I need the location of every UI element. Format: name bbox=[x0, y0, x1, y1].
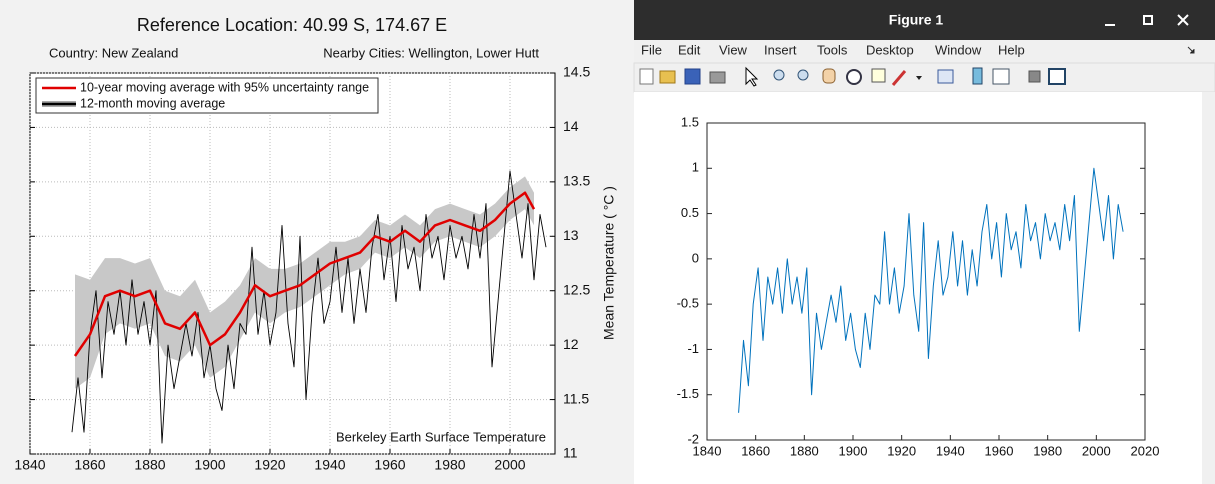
x-tick-label: 2000 bbox=[494, 457, 525, 473]
x-tick-label: 1860 bbox=[74, 457, 105, 473]
menu-item[interactable]: Window bbox=[935, 42, 982, 57]
x-tick-label: 1920 bbox=[887, 443, 916, 458]
maximize-button[interactable] bbox=[1143, 15, 1153, 25]
y-axis-label: Mean Temperature ( °C ) bbox=[601, 186, 617, 340]
subtitle: Country: New Zealand bbox=[49, 45, 178, 60]
zoom-in-icon[interactable] bbox=[773, 69, 785, 81]
y-tick-label: 12.5 bbox=[563, 281, 590, 297]
y-tick-label: 14 bbox=[563, 118, 579, 134]
undock-icon[interactable] bbox=[1187, 46, 1195, 54]
menu-item[interactable]: View bbox=[719, 42, 748, 57]
x-tick-label: 1900 bbox=[839, 443, 868, 458]
rotate-icon[interactable] bbox=[846, 69, 862, 85]
x-tick-label: 2020 bbox=[1131, 443, 1160, 458]
x-tick-label: 1880 bbox=[134, 457, 165, 473]
y-tick-label: 11.5 bbox=[563, 390, 589, 406]
colorbar-icon[interactable] bbox=[972, 67, 983, 85]
y-tick-label: 0.5 bbox=[681, 205, 699, 220]
legend-box bbox=[35, 77, 379, 114]
series-line bbox=[73, 191, 536, 357]
annotation: Berkeley Earth Surface Temperature bbox=[336, 429, 546, 444]
menu-item[interactable]: Help bbox=[998, 42, 1025, 57]
y-tick-label: 13.5 bbox=[563, 173, 590, 189]
show-tools-icon[interactable] bbox=[1048, 68, 1066, 85]
y-tick-label: 12 bbox=[563, 336, 579, 352]
y-tick-label: -2 bbox=[687, 431, 699, 446]
menu-item[interactable]: Edit bbox=[678, 42, 701, 57]
save-icon[interactable] bbox=[684, 68, 701, 85]
y-tick-label: -1 bbox=[687, 341, 699, 356]
window-edge bbox=[1202, 92, 1215, 484]
chart-title: Reference Location: 40.99 S, 174.67 E bbox=[137, 15, 447, 35]
menu-item[interactable]: File bbox=[641, 42, 662, 57]
window-title: Figure 1 bbox=[889, 12, 944, 28]
x-tick-label: 1880 bbox=[790, 443, 819, 458]
x-tick-label: 1960 bbox=[985, 443, 1014, 458]
legend-label: 12-month moving average bbox=[80, 96, 225, 110]
y-tick-label: 14.5 bbox=[563, 64, 590, 80]
menu-item[interactable]: Desktop bbox=[866, 42, 914, 57]
y-tick-label: -1.5 bbox=[677, 386, 699, 401]
y-tick-label: 11 bbox=[563, 445, 578, 461]
print-icon[interactable] bbox=[709, 71, 726, 84]
y-tick-label: 1.5 bbox=[681, 114, 699, 129]
x-tick-label: 1900 bbox=[194, 457, 225, 473]
x-tick-label: 1960 bbox=[374, 457, 405, 473]
close-button[interactable] bbox=[1177, 14, 1189, 26]
legend-label: 10-year moving average with 95% uncertai… bbox=[80, 80, 369, 94]
y-tick-label: 0 bbox=[692, 250, 699, 265]
pan-icon[interactable] bbox=[822, 68, 836, 84]
x-tick-label: 1940 bbox=[936, 443, 965, 458]
pointer-icon[interactable] bbox=[745, 66, 759, 87]
menu-bar bbox=[634, 40, 1215, 62]
x-tick-label: 1840 bbox=[693, 443, 722, 458]
subtitle: Nearby Cities: Wellington, Lower Hutt bbox=[323, 45, 539, 60]
hide-tools-icon[interactable] bbox=[1028, 70, 1041, 83]
menu-item[interactable]: Insert bbox=[764, 42, 797, 57]
y-tick-label: -0.5 bbox=[677, 296, 699, 311]
zoom-out-icon[interactable] bbox=[797, 69, 809, 81]
new-icon[interactable] bbox=[639, 68, 654, 85]
toolbar-icons bbox=[639, 66, 1066, 87]
x-tick-label: 1980 bbox=[434, 457, 465, 473]
legend-icon[interactable] bbox=[992, 68, 1010, 85]
brush-dropdown[interactable] bbox=[916, 76, 922, 80]
menu-item[interactable]: Tools bbox=[817, 42, 848, 57]
y-tick-label: 13 bbox=[563, 227, 579, 243]
datatip-icon[interactable] bbox=[871, 68, 886, 83]
series-line bbox=[71, 170, 547, 444]
y-tick-label: 1 bbox=[692, 160, 699, 175]
series-line bbox=[738, 167, 1124, 413]
x-tick-label: 1860 bbox=[741, 443, 770, 458]
link-icon[interactable] bbox=[937, 69, 954, 84]
title-bar bbox=[634, 0, 1215, 40]
x-tick-label: 1840 bbox=[14, 457, 45, 473]
brush-icon[interactable] bbox=[891, 70, 907, 86]
x-tick-label: 1980 bbox=[1033, 443, 1062, 458]
x-tick-label: 1920 bbox=[254, 457, 285, 473]
x-tick-label: 2000 bbox=[1082, 443, 1111, 458]
x-tick-label: 1940 bbox=[314, 457, 345, 473]
open-icon[interactable] bbox=[659, 70, 676, 84]
